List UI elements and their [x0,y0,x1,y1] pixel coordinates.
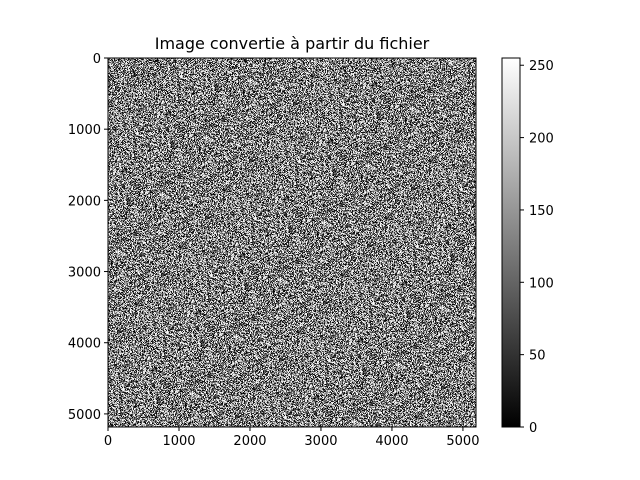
colorbar-gradient [502,58,520,427]
colorbar-tick-label: 50 [529,349,546,364]
colorbar-tick-label: 150 [529,204,554,219]
y-tick-label: 0 [93,52,101,67]
colorbar-tick-label: 200 [529,132,554,147]
x-tick-label: 1000 [162,434,195,449]
colorbar-frame [501,57,521,428]
y-tick-label: 3000 [68,266,101,281]
colorbar-tick-label: 250 [529,59,554,74]
plot-frame [107,57,477,428]
y-tick-label: 2000 [68,194,101,209]
colorbar-axis: 0 50 100 150 200 250 [520,59,554,436]
x-tick-label: 0 [104,434,112,449]
y-tick-label: 5000 [68,408,101,423]
colorbar-tick-label: 100 [529,276,554,291]
x-tick-label: 4000 [375,434,408,449]
x-tick-label: 3000 [304,434,337,449]
x-tick-label: 5000 [446,434,479,449]
x-tick-label: 2000 [233,434,266,449]
chart-title: Image convertie à partir du fichier [155,34,430,53]
colorbar-tick-label: 0 [529,421,537,436]
x-axis: 0 1000 2000 3000 4000 5000 [104,427,479,449]
y-axis: 0 1000 2000 3000 4000 5000 [68,52,108,423]
y-tick-label: 4000 [68,337,101,352]
y-tick-label: 1000 [68,123,101,138]
image-heatmap [108,58,476,427]
